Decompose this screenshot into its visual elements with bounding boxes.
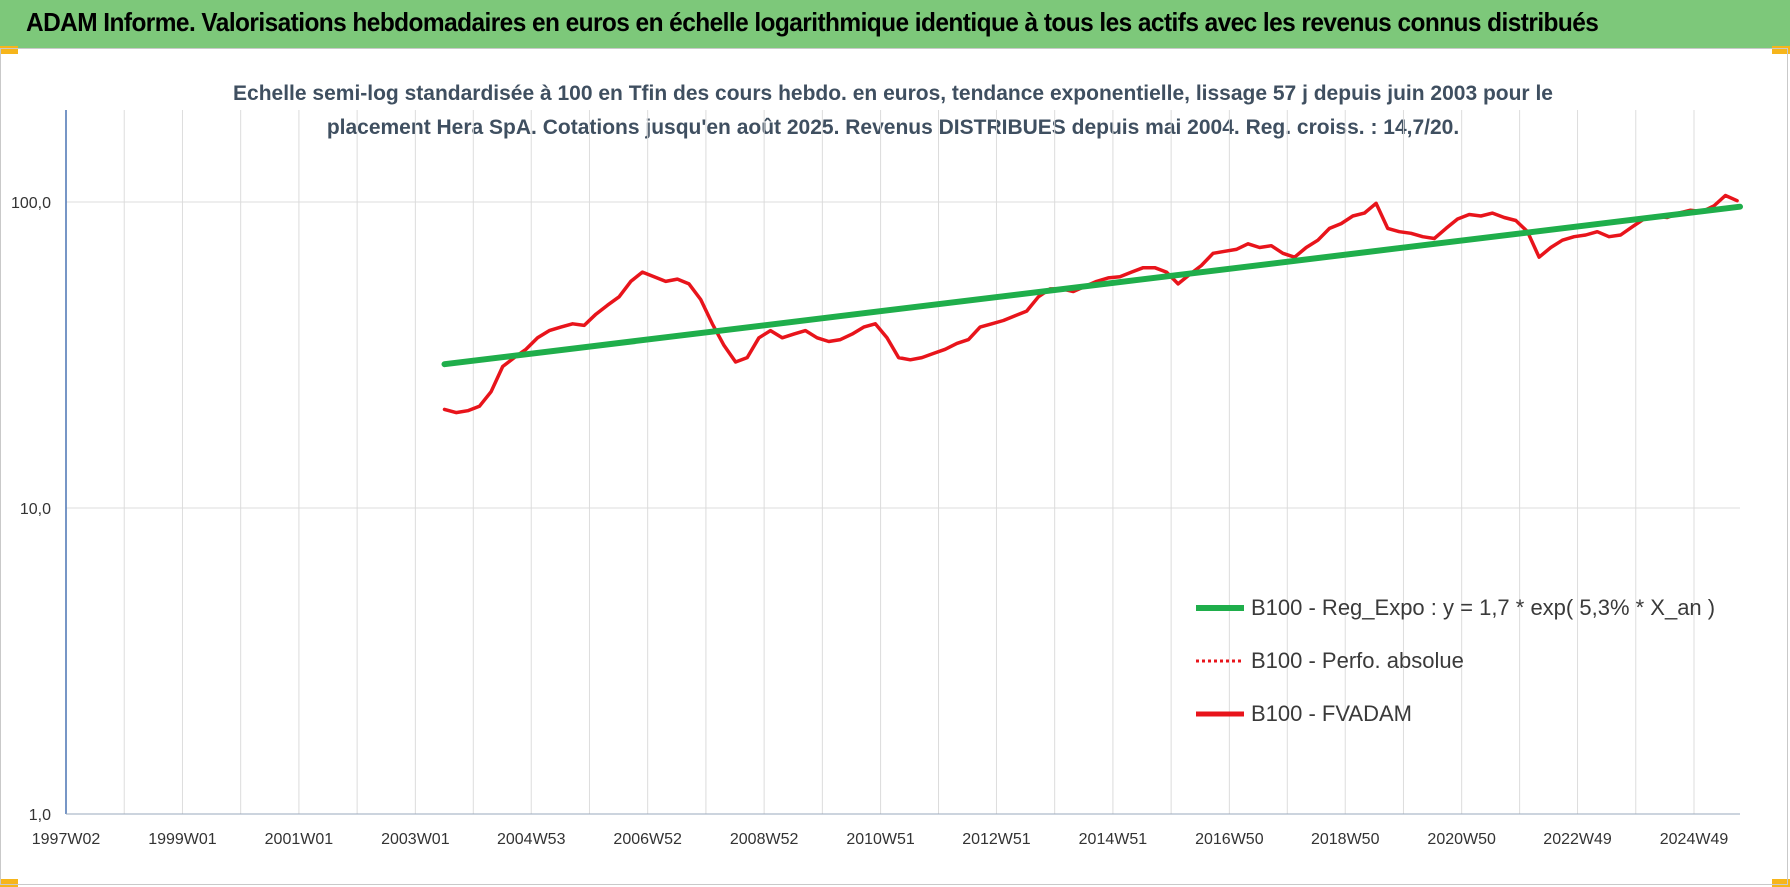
- x-tick-label: 1997W02: [32, 831, 101, 848]
- x-tick-label: 2014W51: [1079, 831, 1148, 848]
- title-banner: ADAM Informe. Valorisations hebdomadaire…: [0, 0, 1790, 48]
- chart-frame: [0, 48, 1788, 885]
- banner-title: ADAM Informe. Valorisations hebdomadaire…: [26, 7, 1599, 37]
- x-tick-label: 2018W50: [1311, 831, 1380, 848]
- x-tick-label: 2012W51: [962, 831, 1031, 848]
- corner-marker-top-right: [1772, 46, 1790, 54]
- y-tick-label: 100,0: [11, 195, 51, 212]
- corner-marker-top-left: [0, 46, 18, 54]
- chart-title-line-2: placement Hera SpA. Cotations jusqu'en a…: [327, 116, 1459, 139]
- x-tick-label: 2024W49: [1660, 831, 1729, 848]
- y-tick-label: 1,0: [29, 807, 51, 824]
- x-tick-label: 2020W50: [1427, 831, 1496, 848]
- legend-label: B100 - FVADAM: [1251, 701, 1412, 726]
- x-tick-label: 2004W53: [497, 831, 566, 848]
- x-tick-label: 2016W50: [1195, 831, 1264, 848]
- legend-label: B100 - Reg_Expo : y = 1,7 * exp( 5,3% * …: [1251, 595, 1715, 620]
- legend-label: B100 - Perfo. absolue: [1251, 648, 1464, 673]
- chart-title-line-1: Echelle semi-log standardisée à 100 en T…: [233, 82, 1553, 105]
- y-tick-label: 10,0: [20, 501, 51, 518]
- x-tick-label: 1999W01: [148, 831, 217, 848]
- x-tick-label: 2008W52: [730, 831, 799, 848]
- trend-line: [441, 203, 1743, 368]
- corner-marker-bottom-right: [1772, 879, 1790, 887]
- x-tick-label: 2001W01: [265, 831, 334, 848]
- x-tick-label: 2006W52: [613, 831, 682, 848]
- x-tick-label: 2010W51: [846, 831, 915, 848]
- x-tick-label: 2003W01: [381, 831, 450, 848]
- corner-marker-bottom-left: [0, 879, 18, 887]
- x-tick-label: 2022W49: [1543, 831, 1612, 848]
